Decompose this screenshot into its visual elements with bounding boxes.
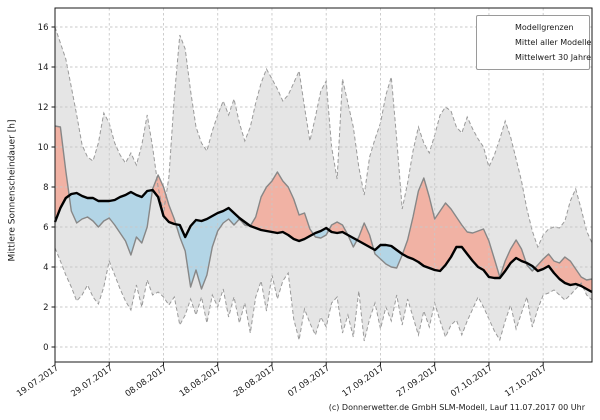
legend-item-mittel-aller-modelle: Mittel aller Modelle xyxy=(483,35,591,50)
copyright-footer: (c) Donnerwetter.de GmbH SLM-Modell, Lau… xyxy=(328,403,585,412)
legend-label: Mittelwert 30 Jahre xyxy=(515,53,592,62)
x-tick-label: 07.10.2017 xyxy=(449,363,495,399)
y-tick-label: 14 xyxy=(38,63,49,73)
y-tick-label: 4 xyxy=(43,263,48,273)
legend-label: Modellgrenzen xyxy=(515,23,574,32)
legend-item-modellgrenzen: Modellgrenzen xyxy=(483,20,583,35)
upper-model-limit-line xyxy=(54,26,593,249)
x-tick-label: 27.09.2017 xyxy=(395,363,441,399)
y-tick-label: 6 xyxy=(43,223,48,233)
x-tick-label: 07.09.2017 xyxy=(286,363,332,399)
y-axis-label: Mittlere Sonnenscheindauer [h] xyxy=(7,119,18,262)
x-tick-label: 19.07.2017 xyxy=(15,363,61,399)
y-tick-label: 12 xyxy=(38,103,49,113)
x-tick-label: 17.09.2017 xyxy=(341,363,387,399)
legend-item-mittelwert-30-jahre: Mittelwert 30 Jahre xyxy=(483,50,591,65)
x-tick-label: 08.08.2017 xyxy=(124,363,170,399)
legend-label: Mittel aller Modelle xyxy=(515,38,592,47)
plot-frame xyxy=(54,7,593,363)
x-tick-label: 17.10.2017 xyxy=(503,363,549,399)
y-tick-label: 0 xyxy=(43,343,48,353)
mean-30y-line xyxy=(53,188,593,294)
x-tick-label: 28.08.2017 xyxy=(232,363,278,399)
legend: Modellgrenzen Mittel aller Modelle Mitte… xyxy=(476,15,591,70)
x-tick-label: 29.07.2017 xyxy=(69,363,115,399)
y-tick-label: 10 xyxy=(38,143,49,153)
below-normal-area xyxy=(55,190,592,292)
y-tick-label: 2 xyxy=(43,303,48,313)
x-tick-label: 18.08.2017 xyxy=(178,363,224,399)
model-range-band xyxy=(55,27,592,341)
y-tick-label: 16 xyxy=(38,23,49,33)
y-tick-label: 8 xyxy=(43,183,48,193)
model-mean-line xyxy=(54,125,593,290)
